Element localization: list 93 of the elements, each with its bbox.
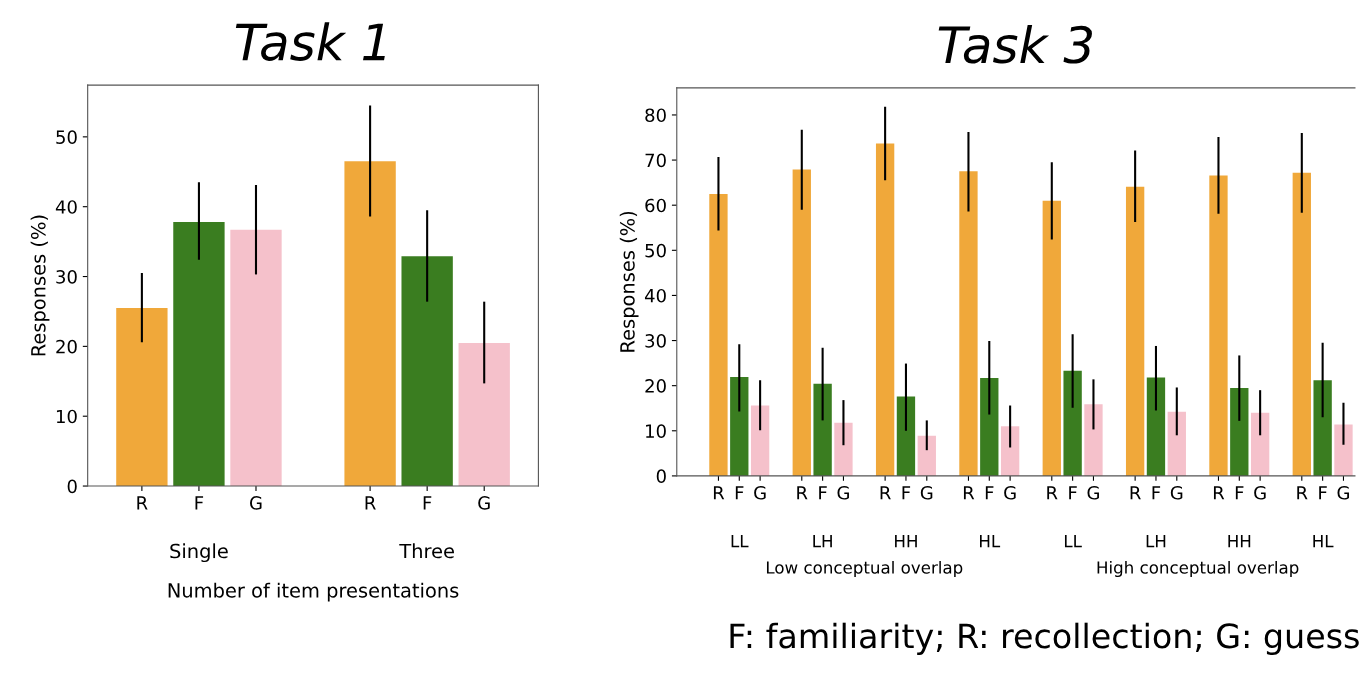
x-tick-label: G (920, 485, 933, 500)
x-tick-label: R (137, 496, 148, 510)
x-tick-label: G (1337, 485, 1349, 500)
text: HH (1228, 535, 1251, 548)
y-tick-label: 20 (645, 379, 666, 393)
bar (1334, 424, 1353, 476)
text: Single (170, 543, 228, 563)
bar (730, 377, 749, 476)
x-tick-label: F (1069, 486, 1077, 500)
bar (1125, 186, 1145, 476)
x-tick-label: R (1213, 486, 1225, 500)
bar (980, 378, 999, 476)
bar (116, 307, 168, 487)
text: Three (399, 543, 454, 559)
x-axis-title: Number of item presentations (168, 582, 459, 602)
bar (1063, 370, 1082, 476)
x-tick-label: F (985, 486, 994, 500)
y-tick-label: 10 (56, 409, 77, 424)
bar (834, 422, 853, 476)
y-tick-label: 0 (67, 479, 77, 494)
bar (230, 229, 282, 487)
x-tick-label: G (1170, 485, 1183, 500)
x-tick-label: G (250, 496, 262, 510)
x-tick-label: F (423, 496, 432, 510)
y-tick-label: 30 (56, 269, 77, 284)
text: LH (813, 535, 832, 548)
bar (959, 171, 978, 476)
x-tick-label: G (1087, 485, 1099, 500)
bar (1209, 175, 1228, 476)
x-tick-label: G (1254, 485, 1266, 500)
bar (875, 143, 895, 476)
text: Low conceptual overlap (766, 560, 963, 578)
x-tick-label: G (478, 496, 490, 510)
y-tick-label: 50 (645, 243, 666, 258)
text: LL (1064, 535, 1082, 548)
text: HL (1313, 535, 1334, 548)
x-tick-label: R (1047, 486, 1058, 500)
x-tick-label: G (837, 485, 849, 500)
text: HH (895, 535, 917, 548)
x-tick-label: R (797, 486, 808, 500)
bar (813, 383, 832, 476)
x-tick-label: F (902, 486, 911, 500)
bar (1313, 380, 1332, 476)
bar (896, 396, 916, 476)
y-tick-label: 40 (55, 200, 77, 214)
bar (750, 405, 770, 476)
bar (1250, 412, 1270, 476)
bar (1146, 377, 1166, 476)
bar (401, 256, 453, 487)
bar (792, 169, 811, 476)
y-tick-label: 60 (645, 198, 666, 213)
y-tick-label: 50 (56, 130, 77, 144)
text: LH (1146, 535, 1166, 548)
x-tick-label: R (713, 486, 725, 500)
x-tick-label: R (880, 486, 891, 500)
x-tick-label: F (195, 496, 204, 510)
bar (173, 222, 225, 487)
bar (1230, 387, 1249, 476)
y-tick-label: 30 (645, 334, 666, 348)
x-tick-label: R (963, 486, 975, 500)
y-tick-label: 20 (56, 339, 77, 354)
x-tick-label: R (365, 496, 376, 510)
bar (1167, 411, 1186, 476)
x-tick-label: F (1319, 486, 1327, 500)
x-tick-label: F (819, 486, 827, 500)
bar (1292, 172, 1311, 476)
y-tick-label: 0 (656, 469, 666, 484)
bar (709, 193, 728, 476)
text: LL (731, 535, 749, 548)
text: HL (980, 535, 1001, 548)
y-tick-label: 10 (646, 424, 666, 438)
bar (458, 342, 510, 487)
y-axis-title: Responses (%) (619, 211, 639, 352)
y-tick-label: 40 (644, 288, 666, 303)
text: F: familiarity; R: recollection; G: guess (730, 622, 1359, 655)
bar (917, 435, 936, 476)
x-tick-label: R (1297, 486, 1308, 500)
x-tick-label: F (735, 486, 744, 500)
y-tick-label: 80 (645, 108, 666, 123)
text: High conceptual overlap (1097, 560, 1299, 578)
x-tick-label: G (754, 485, 766, 500)
x-tick-label: F (1235, 486, 1244, 500)
x-tick-label: F (1152, 486, 1161, 500)
chart-title: Task 3 (938, 24, 1092, 64)
y-axis-title: Responses (%) (30, 215, 50, 356)
y-tick-label: 70 (645, 153, 666, 168)
bar (1042, 200, 1061, 476)
bar (344, 161, 396, 487)
bar (1084, 404, 1103, 476)
chart-title: Task 1 (235, 22, 385, 61)
x-tick-label: G (1004, 485, 1016, 500)
x-tick-label: R (1130, 486, 1141, 500)
bar (1000, 426, 1020, 476)
